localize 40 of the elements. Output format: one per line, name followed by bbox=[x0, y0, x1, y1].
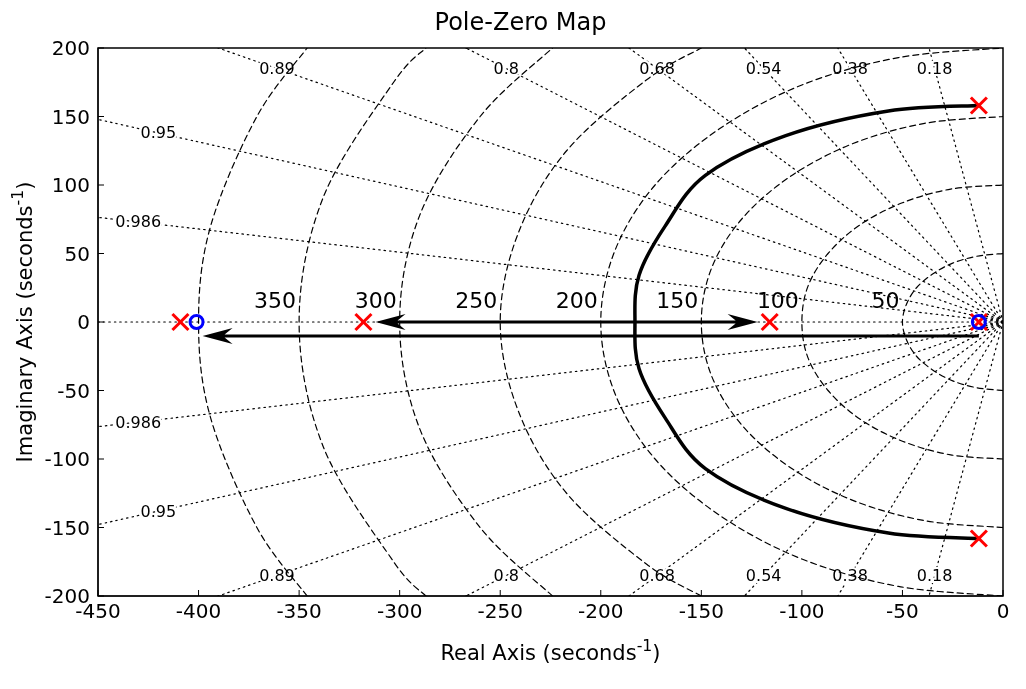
x-tick-label: 0 bbox=[996, 599, 1010, 624]
x-tick-label: -150 bbox=[678, 599, 725, 624]
y-tick-label: 150 bbox=[51, 104, 90, 129]
x-tick-label: -300 bbox=[376, 599, 423, 624]
y-tick-label: -50 bbox=[57, 378, 90, 403]
x-tick-label: -50 bbox=[886, 599, 919, 624]
series-label: 0.68 bbox=[639, 565, 675, 585]
series-label: 0.54 bbox=[745, 59, 782, 79]
y-tick-label: -100 bbox=[44, 447, 90, 472]
series-label: 0.986 bbox=[115, 212, 162, 232]
y-tick-label: 50 bbox=[64, 241, 90, 266]
series-label: 0.89 bbox=[259, 565, 295, 585]
y-tick-label: -150 bbox=[44, 515, 90, 540]
x-tick-label: -200 bbox=[578, 599, 624, 624]
series-label: 150 bbox=[656, 287, 699, 313]
series-label: 250 bbox=[455, 287, 498, 313]
x-tick-label: -100 bbox=[779, 599, 825, 624]
x-tick-label: -400 bbox=[175, 599, 222, 624]
series-label: 0.95 bbox=[140, 123, 177, 143]
series-label: 0.54 bbox=[745, 565, 782, 585]
series-label: 350 bbox=[254, 287, 297, 313]
series-label: 0.18 bbox=[916, 565, 953, 585]
series-label: 0.68 bbox=[639, 59, 675, 79]
y-tick-label: 0 bbox=[77, 310, 90, 335]
x-tick-label: -350 bbox=[276, 599, 322, 624]
series-label: 300 bbox=[354, 287, 397, 313]
series-label: 0.8 bbox=[493, 59, 519, 79]
series-label: 50 bbox=[871, 287, 900, 313]
x-axis-title: Real Axis (seconds$^{-1}$) bbox=[440, 635, 661, 665]
series-label: 0.18 bbox=[916, 59, 953, 79]
series-label: 0.95 bbox=[140, 501, 177, 521]
series-label: 0.8 bbox=[493, 565, 519, 585]
x-tick-label: -250 bbox=[477, 599, 523, 624]
series-label: 0.986 bbox=[115, 412, 162, 432]
y-tick-label: 100 bbox=[51, 173, 90, 198]
chart-title: Pole-Zero Map bbox=[433, 8, 608, 36]
series-label: 200 bbox=[555, 287, 598, 313]
y-tick-label: 200 bbox=[51, 36, 90, 61]
series-label: 0.38 bbox=[832, 565, 868, 585]
series-label: 100 bbox=[756, 287, 799, 313]
